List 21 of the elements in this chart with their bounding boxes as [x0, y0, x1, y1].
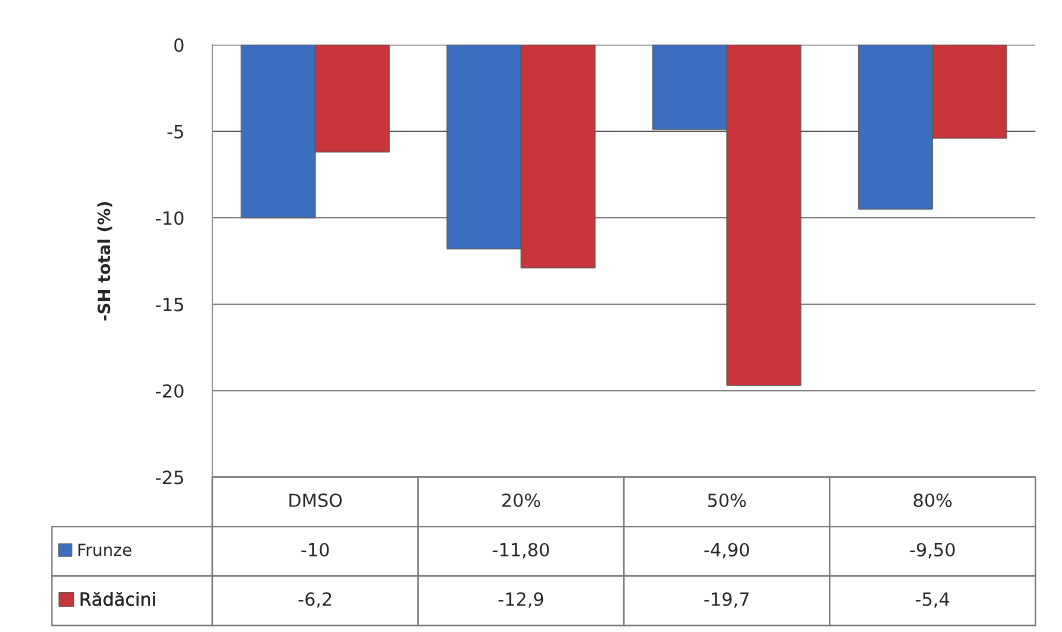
x-tick-label: 50% — [708, 493, 746, 508]
data-label: -5,4 — [915, 592, 950, 608]
y-tick-label: -10 — [156, 211, 184, 225]
x-tick-label: 80% — [913, 493, 952, 508]
data-label: -19,7 — [704, 592, 749, 608]
data-label: -10 — [301, 542, 329, 557]
x-tick-label: 20% — [502, 493, 541, 508]
legend-label: Rădăcini — [80, 591, 155, 606]
data-label: -12,9 — [498, 592, 544, 608]
y-tick-label: -15 — [156, 297, 184, 312]
data-label: -9,50 — [910, 542, 955, 559]
data-label: -6,2 — [298, 592, 332, 608]
y-tick-label: -5 — [167, 125, 184, 139]
y-tick-label: 0 — [174, 38, 184, 52]
y-axis-title: -SH total (%) — [97, 202, 113, 321]
y-tick-label: -25 — [156, 470, 184, 485]
legend-label: Frunze — [78, 543, 132, 557]
data-label: -11,80 — [492, 542, 549, 559]
x-tick-label: DMSO — [289, 493, 342, 508]
y-tick-label: -20 — [156, 384, 184, 398]
data-label: -4,90 — [704, 542, 749, 559]
